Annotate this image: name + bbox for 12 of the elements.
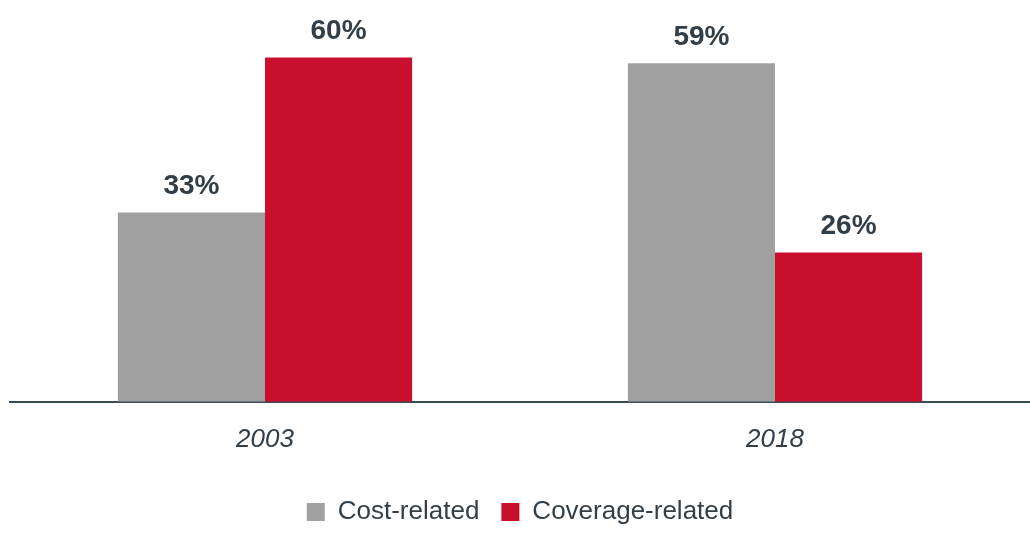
- data-label: 26%: [820, 209, 877, 241]
- x-tick-label: 2003: [235, 422, 295, 453]
- data-label: 33%: [163, 169, 220, 201]
- bar: [627, 63, 775, 402]
- bar: [117, 212, 265, 402]
- data-label: 60%: [310, 14, 367, 46]
- data-label: 59%: [673, 19, 730, 51]
- bar: [265, 57, 413, 402]
- legend-label: Cost-related: [337, 495, 480, 526]
- legend-label: Coverage-related: [532, 495, 734, 526]
- bar: [775, 252, 923, 402]
- x-tick-label: 2018: [745, 422, 805, 453]
